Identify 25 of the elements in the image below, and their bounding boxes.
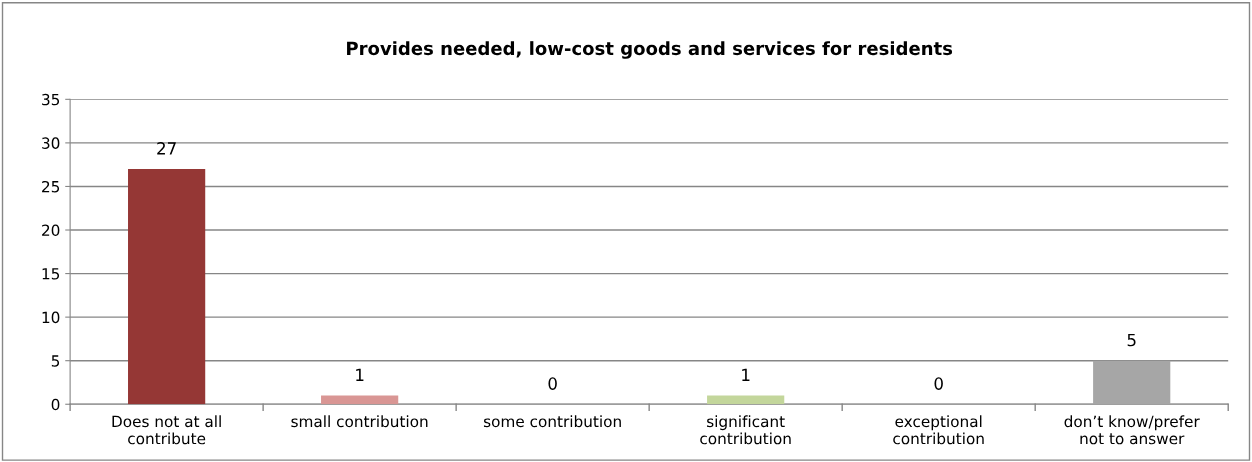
y-tick-label: 5 (51, 355, 60, 367)
x-tick-label: Does not at all contribute (112, 415, 221, 445)
y-tick-label: 15 (42, 268, 60, 280)
y-tick-label: 10 (42, 311, 60, 324)
y-tick-label: 30 (42, 137, 60, 149)
y-tick-label: 20 (42, 224, 60, 237)
chart-title: Provides needed, low-cost goods and services for residents (347, 41, 953, 59)
x-tick-label: significant contribution (700, 415, 791, 445)
y-tick-label: 0 (51, 398, 60, 411)
x-tick-label: small contribution (291, 415, 428, 428)
y-tick-label: 35 (42, 93, 60, 106)
y-tick-label: 25 (42, 180, 60, 193)
data-label: 5 (1127, 333, 1136, 347)
data-label: 27 (157, 142, 176, 155)
x-tick-label: some contribution (483, 415, 621, 428)
x-tick-label: exceptional contribution (893, 415, 984, 445)
data-label: 0 (934, 377, 943, 390)
bar (707, 395, 785, 405)
bar (1093, 360, 1171, 405)
bar (321, 395, 399, 405)
data-label: 1 (356, 368, 364, 381)
x-tick-label: don’t know/prefer not to answer (1064, 415, 1200, 445)
data-label: 1 (742, 368, 750, 381)
bar (128, 169, 206, 405)
data-label: 0 (548, 377, 557, 390)
